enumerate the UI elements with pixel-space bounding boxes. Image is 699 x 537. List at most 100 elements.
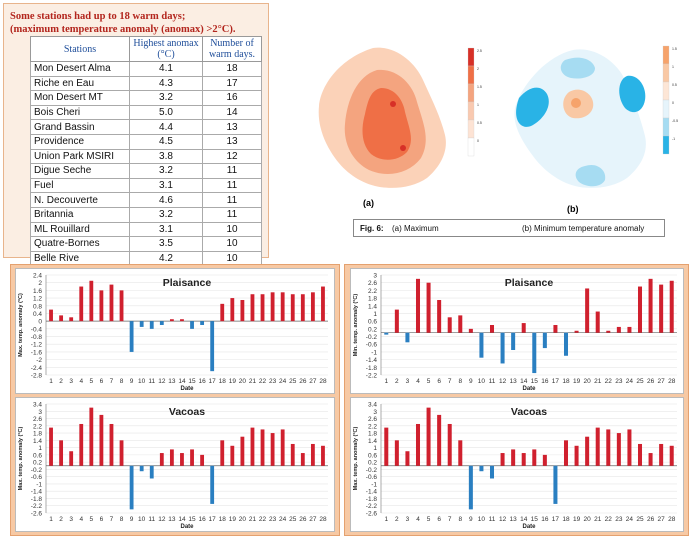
bar-day-6 [99,414,104,466]
bar-day-8 [119,440,124,466]
bar-day-12 [500,332,505,364]
map-a-legend: 2.5 2 1.5 1 0.5 0 [467,47,482,157]
bar-day-18 [563,440,569,466]
highest-anomax-cell: 3.2 [129,163,203,179]
y-tick-label: -2.6 [366,511,378,518]
warm-days-table-panel: Some stations had up to 18 warm days; (m… [3,3,269,267]
bar-day-25 [290,294,295,322]
x-tick-label: 7 [448,378,452,385]
warm-days-cell: 18 [202,61,262,77]
bar-day-13 [169,449,174,466]
chart-vacoas-max-2: 3.4 3 2.6 2.2 1.8 1.4 1 0.6 0.2 -0.2 -0.6 -1 -1.4 -1.… [350,397,684,532]
bar-day-4 [415,423,421,466]
table-row: Mon Desert Alma 4.1 18 [30,61,262,77]
x-tick-label: 26 [647,516,655,523]
bar-day-13 [169,319,174,322]
x-tick-label: 9 [469,378,473,385]
x-tick-label: 22 [605,378,613,385]
bar-day-21 [595,311,600,333]
bar-day-25 [637,286,643,333]
y-axis-label: Min. temp. anomaly (°C) [353,294,359,357]
table-row: Union Park MSIRI 3.8 12 [30,148,262,165]
bar-day-24 [627,326,632,333]
x-tick-label: 23 [615,378,623,385]
legend-swatch [662,117,670,137]
bar-day-17 [553,325,558,333]
legend-swatch [467,119,475,139]
station-name-cell: Quatre-Bornes [30,236,130,252]
map-a-hotspot-1 [390,101,396,107]
legend-label: 1 [672,65,674,69]
y-tick-label: 0.2 [368,460,377,467]
legend-swatch [662,45,670,65]
bar-day-5 [426,407,431,466]
y-tick-label: 0.8 [33,303,42,310]
x-tick-label: 14 [178,516,186,523]
x-tick-label: 6 [100,516,104,523]
x-tick-label: 2 [395,516,399,523]
x-tick-label: 14 [520,516,528,523]
y-tick-label: 0.6 [368,452,377,459]
x-tick-label: 17 [552,516,560,523]
x-tick-label: 21 [594,516,602,523]
x-tick-label: 1 [49,516,53,523]
bar-day-13 [511,449,516,466]
y-tick-label: -0.2 [366,334,378,341]
legend-label: 1.5 [477,85,482,89]
bar-day-3 [405,451,410,466]
bar-day-28 [669,280,674,333]
bar-day-15 [190,449,194,466]
x-tick-label: 17 [552,378,560,385]
bar-day-2 [394,440,399,466]
bar-day-7 [109,284,114,322]
x-tick-label: 17 [209,378,217,385]
legend-swatch [662,99,670,119]
legend-label: -0.5 [672,119,678,123]
x-tick-label: 12 [158,378,166,385]
y-tick-label: -1 [371,481,377,488]
x-axis-label: Date [522,524,536,530]
bar-day-3 [69,317,74,322]
bar-day-1 [49,309,53,322]
x-tick-label: 10 [138,378,146,385]
x-tick-label: 7 [110,516,114,523]
legend-label: 0 [672,101,674,105]
y-tick-label: 1.2 [33,296,42,303]
x-tick-label: 6 [437,516,441,523]
x-tick-label: 27 [658,378,666,385]
bar-day-23 [270,433,275,466]
y-tick-label: 3 [373,409,377,416]
legend-swatch [467,65,475,85]
x-tick-label: 24 [279,378,287,385]
bar-day-5 [89,407,94,466]
x-axis-label: Date [180,524,194,530]
y-tick-label: -0.2 [31,467,43,474]
bar-day-16 [542,454,547,466]
legend-label: -1 [672,137,675,141]
bar-day-23 [270,292,275,322]
chart-svg-plaisance-max: 2.421.61.20.80.40-0.4-0.8-1.2-1.6-2-2.4-… [18,273,328,392]
bar-day-20 [585,288,590,333]
x-tick-label: 11 [489,378,496,385]
highest-anomax-cell: 3.2 [129,90,203,106]
x-tick-label: 18 [562,378,570,385]
bar-day-5 [426,282,431,333]
map-a-zone-high [362,88,411,160]
bar-day-5 [89,280,94,322]
x-tick-label: 28 [319,516,327,523]
bar-day-4 [79,423,84,466]
bar-day-2 [394,309,399,333]
x-tick-label: 20 [584,378,592,385]
bar-day-11 [489,325,495,333]
bar-day-17 [553,465,558,504]
bar-day-15 [532,449,537,466]
y-tick-label: 1.4 [368,438,377,445]
bar-day-10 [479,465,484,472]
y-tick-label: 2.2 [368,288,377,295]
y-tick-label: -2 [36,357,42,364]
bar-day-26 [648,453,653,466]
bar-day-21 [250,427,255,466]
map-b-label: (b) [567,204,579,214]
highest-anomax-cell: 4.4 [129,119,203,135]
bar-day-20 [240,300,245,322]
